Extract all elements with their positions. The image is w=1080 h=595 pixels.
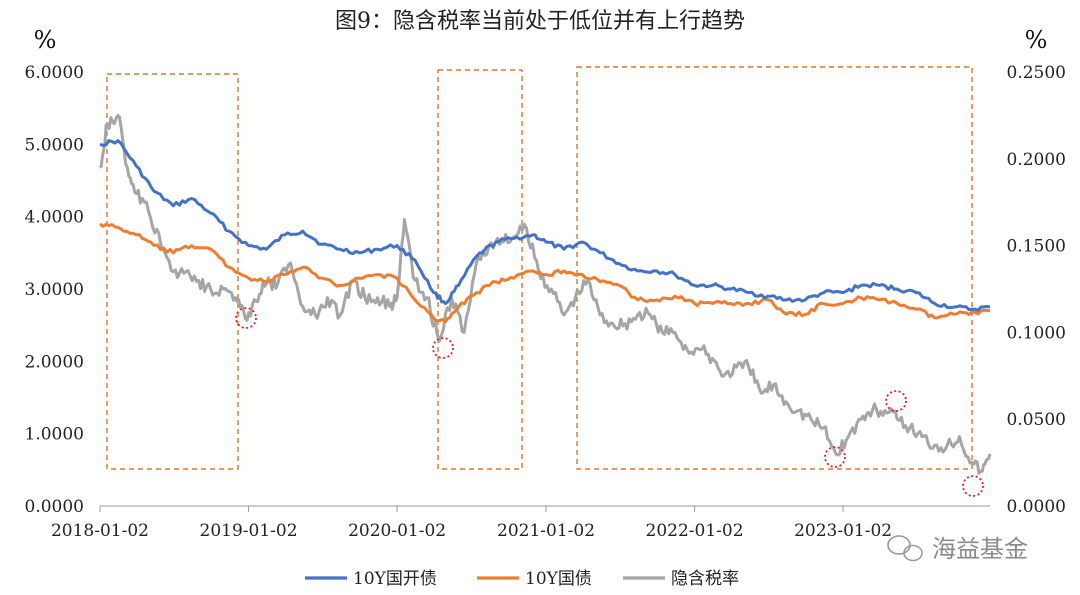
right-tick-label: 0.0500 bbox=[1007, 410, 1066, 430]
right-tick-label: 0.0000 bbox=[1007, 497, 1066, 517]
right-tick-label: 0.1500 bbox=[1007, 237, 1066, 257]
left-tick-label: 5.0000 bbox=[25, 135, 84, 155]
watermark: 海益基金 bbox=[887, 535, 1028, 563]
annotation-circles bbox=[235, 307, 984, 497]
chart-title: 图9：隐含税率当前处于低位并有上行趋势 bbox=[335, 9, 745, 34]
left-tick-label: 4.0000 bbox=[25, 208, 84, 228]
legend-label-1: 10Y国债 bbox=[525, 569, 592, 589]
series-line-2 bbox=[98, 113, 992, 475]
watermark-text: 海益基金 bbox=[932, 535, 1028, 563]
series-line-1 bbox=[99, 222, 991, 324]
left-tick-label: 0.0000 bbox=[25, 497, 84, 517]
x-tick-label: 2022-01-02 bbox=[646, 521, 744, 541]
annotation-circle-2023-low bbox=[962, 475, 984, 497]
right-tick-label: 0.2000 bbox=[1007, 150, 1066, 170]
legend-label-2: 隐含税率 bbox=[671, 569, 739, 589]
x-tick-label: 2020-01-02 bbox=[348, 521, 446, 541]
annotation-box-2021-2023 bbox=[576, 66, 973, 470]
x-tick-label: 2021-01-02 bbox=[497, 521, 595, 541]
left-tick-label: 6.0000 bbox=[25, 63, 84, 83]
left-tick-label: 3.0000 bbox=[25, 280, 84, 300]
x-tick-label: 2019-01-02 bbox=[200, 521, 298, 541]
left-tick-label: 2.0000 bbox=[25, 352, 84, 372]
right-tick-label: 0.1000 bbox=[1007, 323, 1066, 343]
annotation-circle-2020-low bbox=[432, 337, 454, 359]
annotation-box-2020 bbox=[437, 69, 523, 470]
wechat-icon bbox=[887, 535, 923, 562]
series-line-0 bbox=[99, 139, 991, 312]
annotation-circle-2023-high bbox=[885, 390, 907, 412]
axes: 0.0000 1.0000 2.0000 3.0000 4.0000 5.0000 6.00… bbox=[25, 63, 1066, 541]
left-tick-label: 1.0000 bbox=[25, 425, 84, 445]
annotation-circle-2019-low bbox=[235, 307, 257, 329]
right-tick-label: 0.2500 bbox=[1007, 63, 1066, 83]
series-layer bbox=[98, 113, 992, 475]
x-tick-label: 2023-01-02 bbox=[794, 521, 892, 541]
legend: 10Y国开债 10Y国债 隐含税率 bbox=[305, 569, 739, 589]
legend-label-0: 10Y国开债 bbox=[353, 569, 437, 589]
left-axis-unit: % bbox=[34, 26, 57, 54]
right-axis-unit: % bbox=[1025, 26, 1048, 54]
x-tick-label: 2018-01-02 bbox=[51, 521, 149, 541]
annotation-circle-2022-low bbox=[824, 446, 846, 468]
